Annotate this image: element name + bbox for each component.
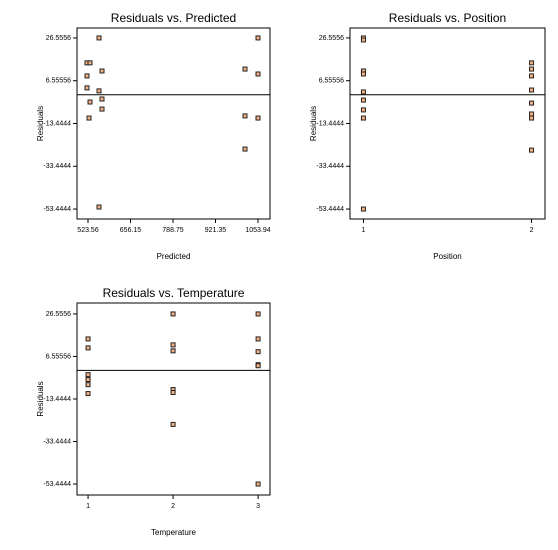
y-tick-label: -33.4444: [43, 163, 71, 170]
point: [529, 73, 535, 79]
x-tick-label: 1053.94: [245, 227, 270, 234]
point: [360, 37, 366, 43]
point: [529, 87, 535, 93]
chart-title: Residuals vs. Position: [389, 11, 506, 25]
x-tick-label: 3: [256, 503, 260, 510]
y-tick-label: 6.55556: [46, 78, 71, 85]
x-tick-label: 1: [361, 227, 365, 234]
y-axis-label: Residuals: [36, 381, 45, 416]
chart-title: Residuals vs. Temperature: [103, 286, 245, 300]
point: [85, 377, 91, 383]
point: [85, 336, 91, 342]
point: [96, 35, 102, 41]
point: [99, 68, 105, 74]
point: [529, 100, 535, 106]
x-tick-label: 656.15: [120, 227, 142, 234]
y-tick-label: 6.55556: [319, 78, 344, 85]
x-tick-label: 523.56: [77, 227, 99, 234]
point: [85, 391, 91, 397]
point: [255, 35, 261, 41]
point: [360, 206, 366, 212]
point: [242, 146, 248, 152]
point: [96, 204, 102, 210]
point: [170, 421, 176, 427]
plot-frame: [349, 27, 546, 220]
y-tick-label: 26.5556: [46, 35, 71, 42]
y-tick-label: 6.55556: [46, 353, 71, 360]
point: [85, 372, 91, 378]
point: [242, 113, 248, 119]
point: [86, 115, 92, 121]
y-tick-label: -33.4444: [43, 438, 71, 445]
point: [99, 106, 105, 112]
point: [255, 363, 261, 369]
point: [84, 85, 90, 91]
x-axis-label: Position: [433, 252, 461, 261]
point: [529, 147, 535, 153]
y-tick-label: -13.4444: [43, 396, 71, 403]
point: [170, 348, 176, 354]
point: [255, 71, 261, 77]
y-tick-label: 26.5556: [319, 35, 344, 42]
point: [84, 73, 90, 79]
point: [360, 71, 366, 77]
point: [170, 342, 176, 348]
y-tick-label: -13.4444: [316, 120, 344, 127]
point: [170, 311, 176, 317]
x-axis-label: Temperature: [151, 528, 196, 537]
point: [85, 382, 91, 388]
point: [255, 115, 261, 121]
point: [242, 66, 248, 72]
point: [170, 390, 176, 396]
point: [87, 99, 93, 105]
point: [529, 115, 535, 121]
x-tick-label: 1: [86, 503, 90, 510]
point: [96, 88, 102, 94]
chart-title: Residuals vs. Predicted: [111, 11, 236, 25]
point: [87, 60, 93, 66]
point: [529, 66, 535, 72]
point: [360, 89, 366, 95]
point: [255, 349, 261, 355]
y-tick-label: -33.4444: [316, 163, 344, 170]
point: [255, 481, 261, 487]
x-axis-label: Predicted: [157, 252, 191, 261]
plot-frame: [76, 302, 271, 496]
y-tick-label: -53.4444: [316, 206, 344, 213]
x-tick-label: 2: [171, 503, 175, 510]
point: [99, 96, 105, 102]
x-tick-label: 921.35: [205, 227, 227, 234]
y-axis-label: Residuals: [36, 106, 45, 141]
plot-frame: [76, 27, 271, 220]
point: [360, 97, 366, 103]
y-tick-label: 26.5556: [46, 311, 71, 318]
point: [529, 60, 535, 66]
x-tick-label: 788.75: [162, 227, 184, 234]
y-tick-label: -13.4444: [43, 120, 71, 127]
y-tick-label: -53.4444: [43, 481, 71, 488]
x-tick-label: 2: [530, 227, 534, 234]
point: [360, 115, 366, 121]
y-tick-label: -53.4444: [43, 206, 71, 213]
point: [255, 336, 261, 342]
point: [255, 311, 261, 317]
point: [85, 345, 91, 351]
y-axis-label: Residuals: [309, 106, 318, 141]
point: [360, 107, 366, 113]
point: [529, 111, 535, 117]
